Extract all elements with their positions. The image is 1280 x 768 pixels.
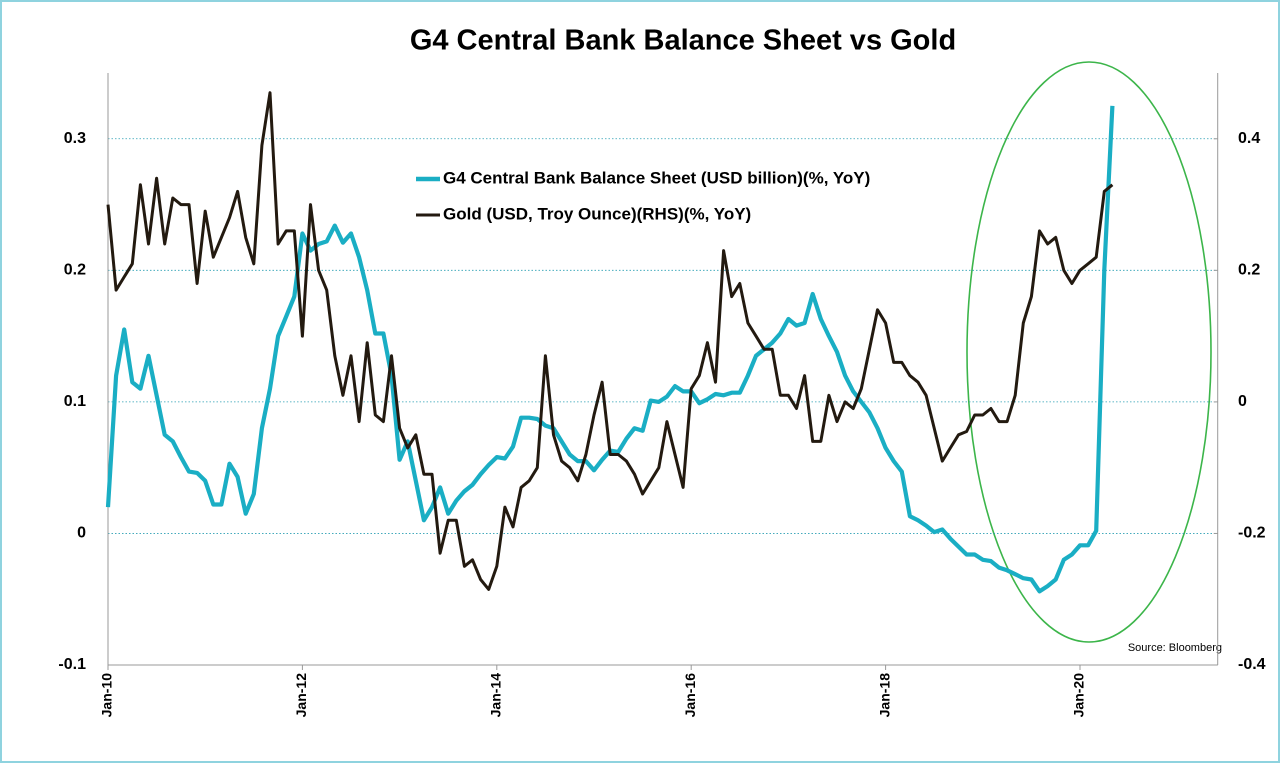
x-tick-label: Jan-16 [682, 673, 698, 718]
source-note: Source: Bloomberg [1128, 642, 1222, 654]
y-tick-label: 0 [77, 525, 86, 542]
x-tick-label: Jan-18 [876, 673, 892, 718]
y2-tick-label: -0.4 [1238, 656, 1266, 673]
y2-tick-label: 0.4 [1238, 130, 1260, 147]
y-tick-label: -0.1 [58, 656, 86, 673]
x-tick-label: Jan-20 [1071, 673, 1087, 718]
y2-tick-label: 0.2 [1238, 262, 1260, 279]
highlight-ellipse [966, 61, 1212, 643]
y-tick-label: 0.3 [64, 130, 86, 147]
y2-tick-label: -0.2 [1238, 525, 1266, 542]
legend-label: G4 Central Bank Balance Sheet (USD billi… [443, 168, 870, 187]
x-tick-label: Jan-14 [488, 673, 504, 718]
y-tick-label: 0.1 [64, 393, 86, 410]
chart-title: G4 Central Bank Balance Sheet vs Gold [410, 25, 956, 57]
legend-label: Gold (USD, Troy Ounce)(RHS)(%, YoY) [443, 204, 751, 223]
data-line [106, 91, 1114, 591]
y2-tick-label: 0 [1238, 393, 1247, 410]
x-tick-label: Jan-12 [293, 673, 309, 718]
y-tick-label: 0.2 [64, 262, 86, 279]
x-tick-label: Jan-10 [99, 673, 115, 718]
